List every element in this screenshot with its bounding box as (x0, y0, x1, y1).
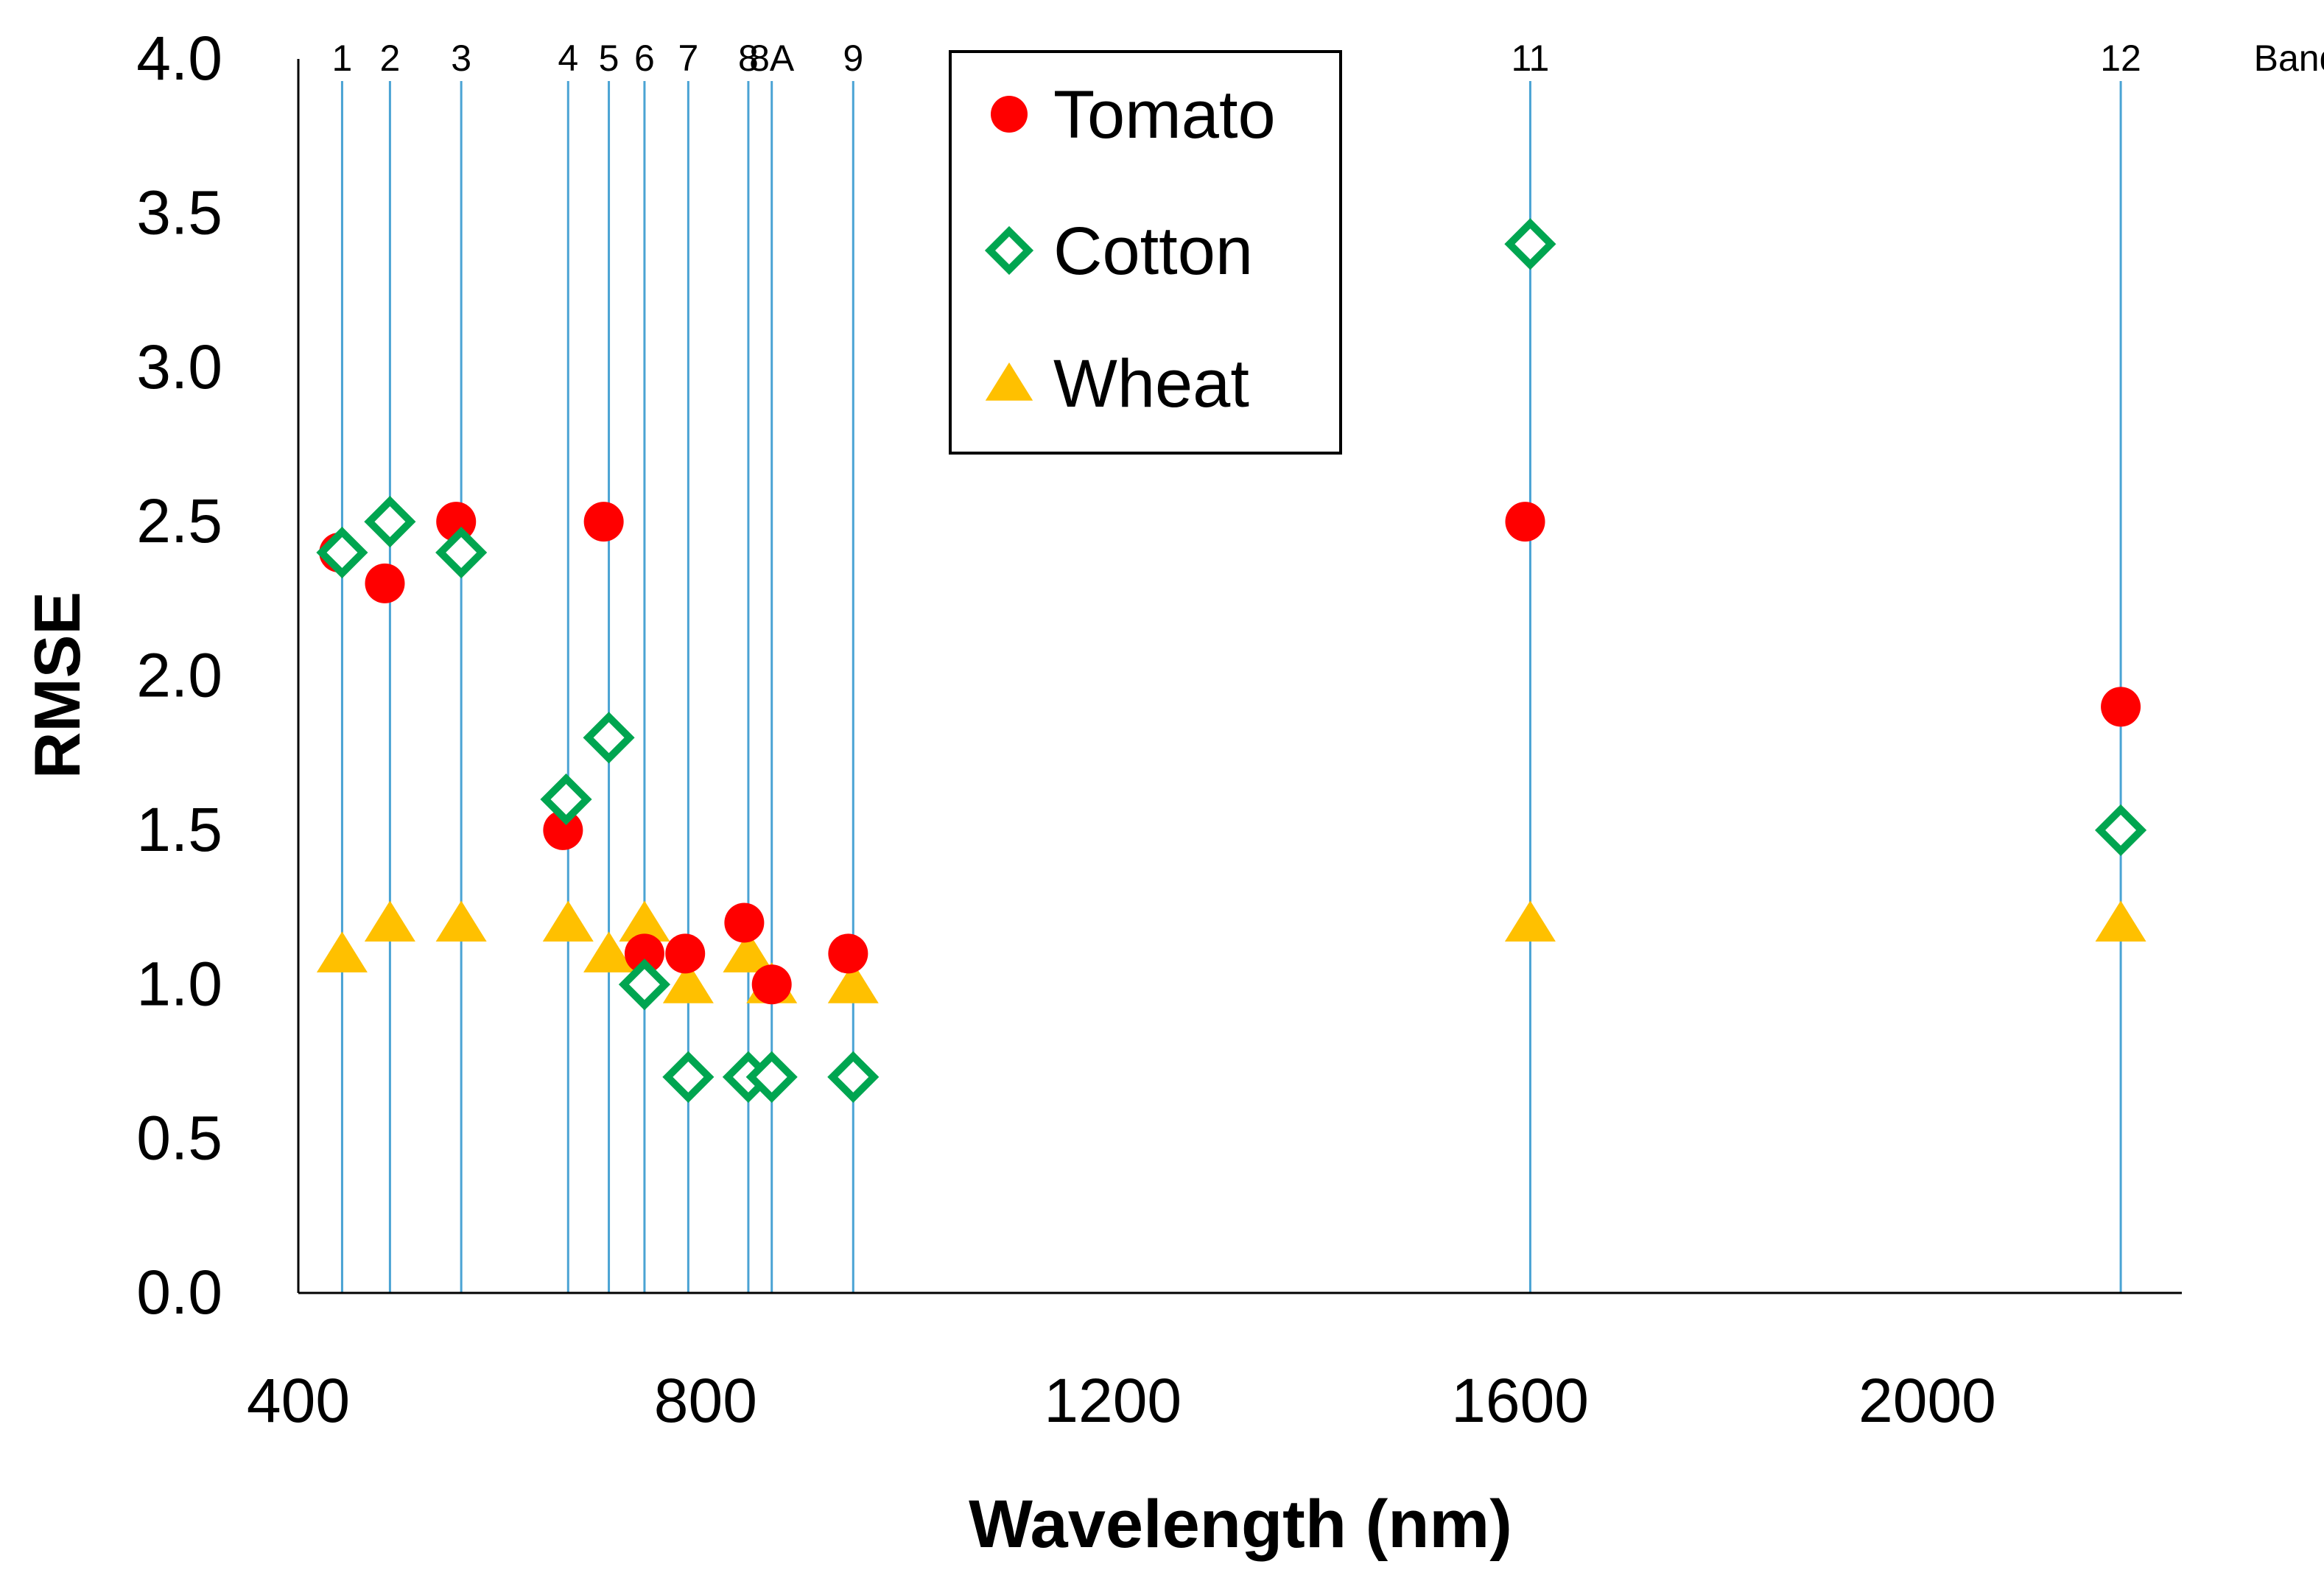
axes-group: 0.0 0.5 1.0 1.5 2.0 2.5 3.0 3.5 4.0 400 800 1200 160… (21, 24, 2182, 1562)
band-label-9: 9 (843, 38, 863, 79)
wheat-point-2 (364, 900, 415, 942)
band-label-2: 2 (379, 38, 400, 79)
band-axis-label: Band (2254, 38, 2324, 79)
cotton-point-11 (1504, 218, 1556, 270)
band-label-1: 1 (332, 38, 353, 79)
legend-label-cotton: Cotton (1053, 214, 1253, 289)
cotton-point-2 (364, 496, 416, 548)
tomato-point-8 (724, 902, 765, 943)
y-tick-label: 0.0 (136, 1258, 222, 1327)
legend-label-tomato: Tomato (1053, 77, 1276, 153)
wheat-point-12 (2095, 900, 2146, 942)
wheat-point-8 (723, 931, 774, 972)
legend: Tomato Cotton Wheat (949, 50, 1342, 455)
cotton-point-3 (435, 526, 488, 579)
legend-marker-wheat (985, 362, 1033, 401)
x-tick-label: 1200 (1044, 1366, 1182, 1435)
band-label-3: 3 (451, 38, 471, 79)
cotton-point-12 (2094, 804, 2147, 856)
tomato-point-11 (1505, 502, 1545, 542)
band-label-8a: 8A (749, 38, 795, 79)
band-label-12: 12 (2100, 38, 2141, 79)
wheat-point-4 (542, 900, 594, 942)
wheat-point-6 (619, 900, 670, 942)
y-tick-label: 1.0 (136, 949, 222, 1018)
y-tick-label: 2.0 (136, 641, 222, 710)
x-tick-label: 2000 (1858, 1366, 1996, 1435)
tomato-point-5 (583, 502, 624, 542)
y-axis-title: RMSE (21, 592, 94, 779)
tomato-point-7 (665, 933, 706, 974)
y-tick-label: 4.0 (136, 24, 222, 93)
cotton-point-1 (316, 526, 368, 579)
cotton-point-9 (745, 1051, 798, 1103)
legend-label-wheat: Wheat (1053, 346, 1249, 421)
cotton-point-7 (662, 1051, 715, 1103)
data-points-group (316, 218, 2147, 1103)
tomato-point-6 (624, 933, 664, 974)
y-tick-label: 3.5 (136, 178, 222, 247)
cotton-point-5 (583, 712, 635, 764)
cotton-point-10 (827, 1051, 880, 1103)
legend-marker-tomato (991, 96, 1028, 133)
legend-marker-cotton (984, 225, 1034, 276)
band-label-11: 11 (1511, 38, 1549, 79)
wheat-point-7 (662, 962, 714, 1003)
x-tick-label: 800 (654, 1366, 757, 1435)
tomato-point-12 (2101, 687, 2141, 727)
tomato-point-4 (543, 810, 583, 850)
wheat-point-1 (316, 931, 368, 972)
band-lines-group: 123456788A91112Band (332, 38, 2324, 1293)
y-tick-label: 3.0 (136, 332, 222, 402)
band-label-8: 8 (738, 38, 759, 79)
y-tick-label: 0.5 (136, 1104, 222, 1173)
cotton-point-6 (618, 958, 671, 1011)
band-label-4: 4 (558, 38, 578, 79)
wheat-point-11 (1504, 900, 1556, 942)
tomato-point-9 (751, 964, 792, 1005)
wheat-point-10 (827, 962, 879, 1003)
cotton-point-4 (540, 773, 592, 826)
x-tick-label: 400 (247, 1366, 350, 1435)
wheat-point-3 (435, 900, 487, 942)
x-tick-label: 1600 (1451, 1366, 1589, 1435)
y-tick-label: 2.5 (136, 486, 222, 555)
x-axis-title: Wavelength (nm) (969, 1487, 1512, 1562)
tomato-point-2 (365, 563, 405, 603)
y-tick-label: 1.5 (136, 795, 222, 864)
tomato-point-10 (828, 933, 868, 974)
band-label-5: 5 (599, 38, 619, 79)
band-label-6: 6 (634, 38, 655, 79)
band-label-7: 7 (678, 38, 698, 79)
wheat-point-5 (583, 931, 635, 972)
